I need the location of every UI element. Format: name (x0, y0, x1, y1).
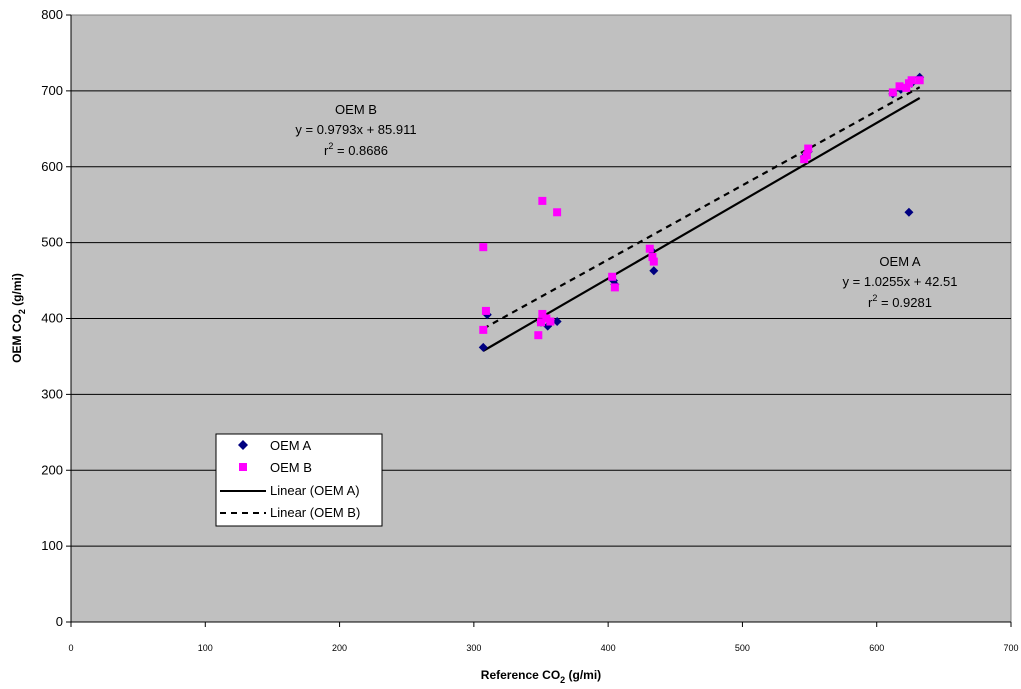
point-oem-b (649, 257, 658, 266)
y-tick-label: 800 (41, 7, 63, 22)
point-oem-b (546, 317, 555, 326)
point-oem-a (552, 317, 562, 327)
data-points (478, 72, 925, 352)
point-oem-b (804, 144, 813, 153)
point-oem-b (537, 318, 545, 327)
y-axis-tick-labels: 0 100 200 300 400 500 600 700 800 (41, 7, 63, 629)
x-axis-title: Reference CO2 (g/mi) (481, 668, 601, 685)
annotation-oem-a-equation: y = 1.0255x + 42.51 (843, 274, 958, 289)
point-oem-b (538, 196, 547, 205)
trendline-oem-a (482, 97, 921, 352)
x-tick-label: 500 (735, 643, 750, 653)
point-oem-a (649, 266, 659, 276)
x-axis-tick-labels: 0 100 200 300 400 500 600 700 (68, 643, 1018, 653)
legend-diamond-marker-icon (238, 440, 248, 450)
trendlines (482, 86, 921, 352)
y-tick-label: 400 (41, 311, 63, 326)
point-oem-b (542, 314, 551, 323)
legend-label-oem-b: OEM B (270, 460, 312, 475)
legend-label-linear-oem-a: Linear (OEM A) (270, 483, 360, 498)
y-tick-label: 0 (56, 614, 63, 629)
point-oem-b (608, 272, 617, 281)
x-tick-label: 0 (68, 643, 73, 653)
point-oem-b (648, 253, 657, 262)
annotation-oem-b-title: OEM B (335, 102, 377, 117)
point-oem-b (479, 325, 488, 334)
point-oem-b (538, 309, 547, 318)
point-oem-b (610, 283, 619, 292)
annotation-oem-b: OEM B y = 0.9793x + 85.911 r2 = 0.8686 (295, 102, 416, 158)
legend-entry-oem-b: OEM B (239, 460, 312, 475)
x-tick-label: 400 (601, 643, 616, 653)
annotation-oem-b-r2: r2 = 0.8686 (324, 141, 388, 158)
point-oem-a (478, 342, 488, 352)
x-tick-label: 300 (466, 643, 481, 653)
legend-entry-oem-a: OEM A (238, 438, 312, 453)
point-oem-b (888, 88, 897, 97)
y-tick-label: 300 (41, 386, 63, 401)
point-oem-b (915, 76, 924, 85)
legend-entry-linear-oem-b: Linear (OEM B) (220, 505, 360, 520)
x-tick-label: 600 (869, 643, 884, 653)
y-tick-label: 600 (41, 159, 63, 174)
point-oem-b (481, 306, 490, 315)
y-tick-label: 200 (41, 462, 63, 477)
y-tick-label: 500 (41, 235, 63, 250)
legend-label-linear-oem-b: Linear (OEM B) (270, 505, 360, 520)
point-oem-b (907, 76, 916, 85)
annotation-oem-a-title: OEM A (879, 254, 921, 269)
point-oem-b (479, 243, 488, 252)
point-oem-a (904, 207, 914, 217)
legend-entry-linear-oem-a: Linear (OEM A) (220, 483, 360, 498)
point-oem-b (645, 244, 654, 253)
point-oem-b (902, 83, 911, 92)
legend-label-oem-a: OEM A (270, 438, 312, 453)
axes (66, 14, 1012, 627)
y-tick-label: 100 (41, 538, 63, 553)
annotation-oem-a: OEM A y = 1.0255x + 42.51 r2 = 0.9281 (843, 254, 958, 310)
x-tick-label: 200 (332, 643, 347, 653)
legend-square-marker-icon (239, 463, 247, 471)
annotation-oem-b-equation: y = 0.9793x + 85.911 (295, 122, 416, 137)
x-tick-label: 100 (198, 643, 213, 653)
y-tick-label: 700 (41, 83, 63, 98)
point-oem-b (895, 82, 904, 91)
x-tick-label: 700 (1003, 643, 1018, 653)
point-oem-b (534, 331, 543, 340)
point-oem-b (802, 151, 811, 160)
point-oem-b (553, 208, 562, 217)
legend-box (215, 433, 383, 527)
y-axis-title: OEM CO2 (g/mi) (10, 273, 27, 363)
annotation-oem-a-r2: r2 = 0.9281 (868, 293, 932, 310)
legend: OEM A OEM B Linear (OEM A) Linear (OEM B… (215, 433, 383, 527)
